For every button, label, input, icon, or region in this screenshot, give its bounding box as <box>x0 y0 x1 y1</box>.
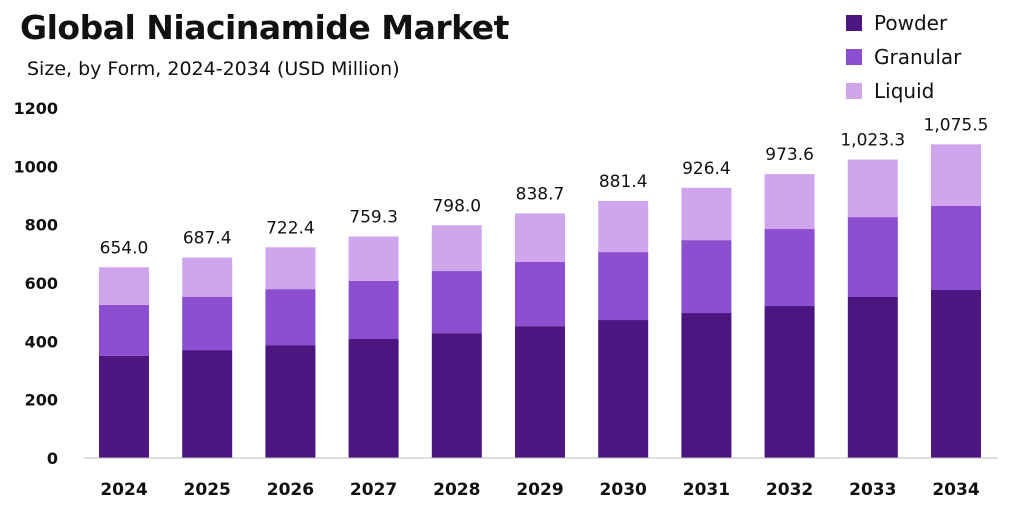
x-tick-label-2030: 2030 <box>600 480 647 500</box>
bar-segment-powder-2032 <box>764 306 815 458</box>
bars <box>99 144 981 458</box>
bar-segment-liquid-2028 <box>431 225 482 272</box>
legend-swatch-granular <box>846 49 862 65</box>
total-label-2031: 926.4 <box>682 159 731 179</box>
y-tick-label: 200 <box>25 391 58 410</box>
total-label-2034: 1,075.5 <box>924 115 989 135</box>
bar-segment-powder-2026 <box>265 345 316 458</box>
bar-segment-granular-2024 <box>99 304 149 356</box>
total-label-2033: 1,023.3 <box>840 131 905 151</box>
bar-segment-granular-2033 <box>847 217 898 297</box>
x-tick-label-2024: 2024 <box>100 480 147 500</box>
total-label-2025: 687.4 <box>183 229 232 249</box>
x-tick-label-2028: 2028 <box>433 480 480 500</box>
legend-item-liquid: Liquid <box>846 74 961 108</box>
bar-segment-powder-2034 <box>931 290 981 458</box>
y-tick-label: 1200 <box>13 99 58 118</box>
bar-segment-powder-2025 <box>182 350 233 458</box>
x-tick-label-2034: 2034 <box>932 480 979 500</box>
y-tick-label: 0 <box>47 449 58 468</box>
y-tick-label: 1000 <box>13 157 58 176</box>
bar-segment-granular-2028 <box>431 271 482 334</box>
bar-segment-granular-2031 <box>681 240 732 314</box>
data-labels: 654.0 687.4 722.4 759.3 798.0 838.7 881.4 926.4… <box>100 115 989 258</box>
bar-segment-powder-2029 <box>515 326 565 458</box>
bar-segment-powder-2024 <box>99 355 149 458</box>
legend-label-liquid: Liquid <box>874 79 935 103</box>
bar-segment-liquid-2032 <box>764 174 815 230</box>
bar-segment-liquid-2034 <box>931 144 981 206</box>
bar-segment-granular-2025 <box>182 297 233 351</box>
legend-swatch-powder <box>846 15 862 31</box>
legend-label-granular: Granular <box>874 45 962 69</box>
bar-segment-liquid-2027 <box>348 236 399 281</box>
bar-segment-granular-2027 <box>348 280 399 339</box>
chart-subtitle: Size, by Form, 2024-2034 (USD Million) <box>27 58 400 80</box>
bar-segment-liquid-2030 <box>598 200 649 253</box>
bar-segment-powder-2031 <box>681 313 732 458</box>
y-tick-label: 600 <box>25 274 58 293</box>
bar-segment-liquid-2031 <box>681 187 732 241</box>
bar-segment-granular-2032 <box>764 229 815 307</box>
chart-title: Global Niacinamide Market <box>20 8 509 47</box>
total-label-2026: 722.4 <box>266 218 315 238</box>
bar-segment-liquid-2024 <box>99 267 149 305</box>
legend-swatch-liquid <box>846 83 862 99</box>
bar-segment-powder-2033 <box>847 297 898 458</box>
bar-segment-powder-2027 <box>348 339 399 458</box>
y-tick-label: 400 <box>25 332 58 351</box>
total-label-2029: 838.7 <box>516 184 565 204</box>
legend-item-powder: Powder <box>846 6 961 40</box>
bar-segment-liquid-2029 <box>515 213 565 262</box>
total-label-2027: 759.3 <box>349 208 398 228</box>
y-axis: 0 200 400 600 800 1000 1200 <box>13 99 58 468</box>
bar-segment-granular-2026 <box>265 289 316 346</box>
total-label-2024: 654.0 <box>100 238 149 258</box>
bar-segment-powder-2030 <box>598 320 649 458</box>
x-tick-label-2031: 2031 <box>683 480 730 500</box>
x-axis: 2024 2025 2026 2027 2028 2029 2030 2031 2032 2033… <box>100 480 979 500</box>
bar-segment-granular-2030 <box>598 252 649 321</box>
x-tick-label-2032: 2032 <box>766 480 813 500</box>
x-tick-label-2025: 2025 <box>184 480 231 500</box>
x-tick-label-2033: 2033 <box>849 480 896 500</box>
x-tick-label-2026: 2026 <box>267 480 314 500</box>
bar-segment-liquid-2026 <box>265 247 316 290</box>
legend-item-granular: Granular <box>846 40 961 74</box>
total-label-2032: 973.6 <box>765 145 814 165</box>
legend-label-powder: Powder <box>874 11 948 35</box>
bar-segment-liquid-2033 <box>847 159 898 218</box>
x-tick-label-2027: 2027 <box>350 480 397 500</box>
x-tick-label-2029: 2029 <box>516 480 563 500</box>
total-label-2028: 798.0 <box>432 196 481 216</box>
legend: Powder Granular Liquid <box>846 6 961 108</box>
bar-segment-granular-2034 <box>931 206 981 290</box>
bar-segment-powder-2028 <box>431 333 482 458</box>
bar-segment-granular-2029 <box>515 262 565 327</box>
total-label-2030: 881.4 <box>599 172 648 192</box>
bar-segment-liquid-2025 <box>182 257 233 297</box>
y-tick-label: 800 <box>25 216 58 235</box>
